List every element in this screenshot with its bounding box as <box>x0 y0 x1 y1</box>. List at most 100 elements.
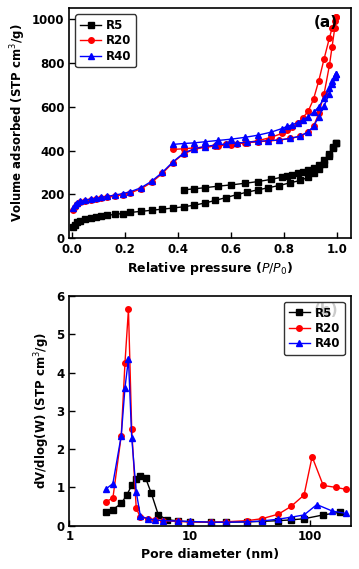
R5 <box>224 194 228 201</box>
R40 <box>112 192 117 199</box>
R20 <box>277 137 281 143</box>
R40 <box>139 184 143 191</box>
R20 <box>138 514 143 521</box>
R20 <box>176 518 180 525</box>
R40 <box>99 194 103 201</box>
R5 <box>306 174 311 180</box>
R5 <box>111 506 115 513</box>
R5 <box>298 177 302 184</box>
R20 <box>119 432 123 439</box>
Line: R40: R40 <box>71 71 339 211</box>
R5 <box>302 516 306 522</box>
R40 <box>334 70 338 77</box>
Text: (b): (b) <box>314 303 339 318</box>
R5 <box>125 492 129 498</box>
R5 <box>75 219 80 226</box>
R40 <box>89 196 93 203</box>
R40 <box>111 480 115 487</box>
R5 <box>150 207 154 214</box>
R5 <box>331 145 336 152</box>
R5 <box>202 200 207 207</box>
R40 <box>245 139 250 146</box>
R20 <box>317 110 321 117</box>
R40 <box>298 133 302 139</box>
R20 <box>334 14 338 20</box>
R5 <box>112 211 117 218</box>
R20 <box>276 511 280 518</box>
R5 <box>83 215 88 222</box>
R40 <box>213 142 218 149</box>
R20 <box>288 135 292 142</box>
R40 <box>71 205 76 212</box>
R40 <box>256 138 260 145</box>
R5 <box>149 490 153 497</box>
R20 <box>128 189 132 196</box>
R40 <box>78 198 82 205</box>
R40 <box>119 432 123 439</box>
R5 <box>322 160 326 167</box>
R20 <box>327 62 332 69</box>
R20 <box>130 426 134 432</box>
R5 <box>224 519 228 526</box>
R20 <box>334 484 338 491</box>
R20 <box>302 492 306 498</box>
R40 <box>83 196 88 203</box>
R40 <box>224 519 228 526</box>
R20 <box>73 204 77 211</box>
R40 <box>126 356 131 362</box>
R40 <box>128 188 132 195</box>
R5 <box>128 209 132 216</box>
R40 <box>150 178 154 184</box>
R20 <box>344 486 348 493</box>
R20 <box>244 517 249 524</box>
R20 <box>330 43 334 50</box>
R20 <box>120 191 125 198</box>
R40 <box>276 516 280 522</box>
R5 <box>334 139 338 146</box>
R20 <box>224 141 228 148</box>
R40 <box>330 508 335 514</box>
R5 <box>245 189 250 196</box>
R5 <box>187 518 192 525</box>
R5 <box>143 475 148 481</box>
R5 <box>139 208 143 215</box>
R20 <box>310 453 314 460</box>
R40 <box>289 514 293 521</box>
R20 <box>260 516 264 522</box>
R20 <box>71 206 76 213</box>
R40 <box>123 385 127 391</box>
R5 <box>234 191 239 198</box>
R20 <box>289 503 293 510</box>
Legend: R5, R20, R40: R5, R20, R40 <box>284 302 345 355</box>
R5 <box>288 179 292 186</box>
R5 <box>71 224 76 230</box>
R20 <box>224 518 228 525</box>
R40 <box>153 517 158 523</box>
R40 <box>266 137 271 144</box>
R20 <box>112 193 117 200</box>
R5 <box>276 517 280 524</box>
R40 <box>192 145 196 152</box>
R40 <box>130 434 134 441</box>
R40 <box>327 90 332 97</box>
R5 <box>103 509 108 516</box>
R5 <box>130 482 134 489</box>
Text: (a): (a) <box>314 15 338 30</box>
R40 <box>160 169 164 176</box>
R40 <box>161 517 165 524</box>
R40 <box>224 141 228 147</box>
R20 <box>209 519 213 526</box>
R40 <box>181 150 186 156</box>
R20 <box>103 498 108 505</box>
R5 <box>165 516 169 523</box>
R20 <box>187 518 192 525</box>
R5 <box>244 518 249 525</box>
R20 <box>161 517 165 524</box>
R5 <box>277 182 281 189</box>
R5 <box>99 213 103 220</box>
R20 <box>99 195 103 201</box>
R40 <box>315 501 319 508</box>
R40 <box>202 143 207 150</box>
R20 <box>111 494 115 501</box>
R40 <box>260 518 264 525</box>
